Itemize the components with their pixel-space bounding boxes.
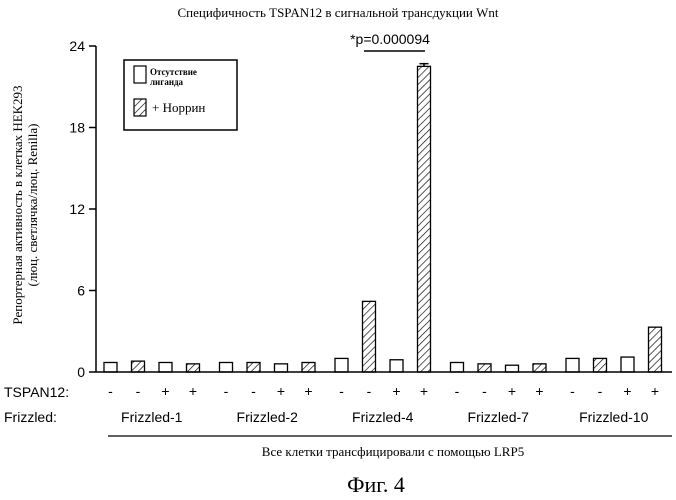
group-label-frizzled-7: Frizzled-7: [468, 409, 530, 425]
y-tick-label: 6: [77, 283, 85, 299]
bar-frizzled-2-tspan-plus-norrin: [301, 361, 316, 373]
tspan12-sign: -: [570, 383, 575, 399]
tspan12-sign: +: [623, 383, 631, 399]
tspan12-sign: +: [651, 383, 659, 399]
tspan12-sign: +: [420, 383, 428, 399]
bar-frizzled-2-tspan-plus-none: [273, 363, 289, 373]
bar-frizzled-1-tspan-minus-none: [103, 361, 118, 373]
bar-frizzled-7-tspan-plus-none: [504, 364, 520, 373]
bar-frizzled-1-tspan-minus-norrin: [130, 360, 146, 373]
y-axis-label-line2: (люц. светлячка/люц. Renilla): [25, 124, 40, 287]
y-axis: 0 6 12 18 24: [69, 38, 97, 380]
bar-frizzled-7-tspan-plus-norrin: [532, 363, 547, 373]
bar-frizzled-10-tspan-minus-norrin: [592, 357, 608, 373]
footnote: Все клетки трансфицировали с помощью LRP…: [262, 444, 524, 459]
tspan12-sign: -: [455, 383, 460, 399]
legend-label-no-ligand-line2: лиганда: [150, 77, 184, 87]
tspan12-sign: -: [136, 383, 141, 399]
chart-title: Специфичность TSPAN12 в сигнальной транс…: [177, 5, 498, 20]
bar-frizzled-1-tspan-plus-none: [158, 361, 173, 373]
bar-frizzled-7-tspan-minus-norrin: [477, 363, 492, 373]
bar-frizzled-7-tspan-minus-none: [449, 361, 465, 373]
legend-label-norrin: + Норрин: [152, 100, 205, 115]
bar-frizzled-10-tspan-plus-none: [620, 356, 635, 373]
tspan12-sign: +: [304, 383, 312, 399]
y-tick-label: 0: [77, 364, 85, 380]
bar-frizzled-4-tspan-plus-none: [389, 359, 404, 373]
tspan12-sign: -: [339, 383, 344, 399]
significance-annotation: *p=0.000094: [350, 31, 430, 52]
tspan12-row-label: TSPAN12:: [4, 384, 69, 400]
legend-swatch-norrin: [133, 98, 147, 117]
tspan12-sign: +: [392, 383, 400, 399]
tspan12-sign: -: [482, 383, 487, 399]
tspan12-sign: +: [277, 383, 285, 399]
tspan12-sign: +: [508, 383, 516, 399]
tspan12-signs: - - + + - - + + - - + + - - + + - - + +: [108, 383, 659, 399]
bar-frizzled-1-tspan-plus-norrin: [185, 363, 201, 373]
tspan12-sign: +: [535, 383, 543, 399]
legend-swatch-no-ligand: [133, 65, 147, 84]
bar-frizzled-4-tspan-plus-norrin: [416, 65, 432, 373]
bar-frizzled-2-tspan-minus-norrin: [246, 361, 261, 373]
figure-caption: Фиг. 4: [347, 472, 405, 497]
legend-label-no-ligand: Отсутствие лиганда: [150, 67, 199, 87]
frizzled-group-labels: Frizzled-1 Frizzled-2 Frizzled-4 Frizzled-7…: [121, 409, 649, 425]
tspan12-sign: -: [598, 383, 603, 399]
y-axis-label: Репортерная активность в клетках HEK293 …: [10, 85, 40, 324]
tspan12-sign: -: [251, 383, 256, 399]
bar-frizzled-4-tspan-minus-norrin: [361, 300, 377, 373]
bar-frizzled-2-tspan-minus-none: [218, 361, 234, 373]
group-label-frizzled-10: Frizzled-10: [579, 409, 648, 425]
bar-frizzled-10-tspan-plus-norrin: [647, 326, 663, 373]
group-label-frizzled-1: Frizzled-1: [121, 409, 183, 425]
group-label-frizzled-2: Frizzled-2: [237, 409, 299, 425]
y-tick-label: 18: [69, 120, 85, 136]
tspan12-sign: -: [224, 383, 229, 399]
bar-frizzled-10-tspan-minus-none: [565, 357, 580, 373]
tspan12-sign: +: [189, 383, 197, 399]
legend: Отсутствие лиганда + Норрин: [123, 59, 238, 131]
legend-label-no-ligand-line1: Отсутствие: [150, 67, 197, 77]
p-value-label: *p=0.000094: [350, 31, 430, 47]
tspan12-sign: -: [367, 383, 372, 399]
y-axis-label-line1: Репортерная активность в клетках HEK293: [10, 85, 25, 324]
tspan12-sign: -: [108, 383, 113, 399]
y-tick-label: 12: [69, 201, 85, 217]
y-tick-label: 24: [69, 38, 85, 54]
group-label-frizzled-4: Frizzled-4: [352, 409, 414, 425]
bar-frizzled-4-tspan-minus-none: [334, 357, 349, 373]
tspan12-sign: +: [161, 383, 169, 399]
frizzled-row-label: Frizzled:: [4, 409, 57, 425]
